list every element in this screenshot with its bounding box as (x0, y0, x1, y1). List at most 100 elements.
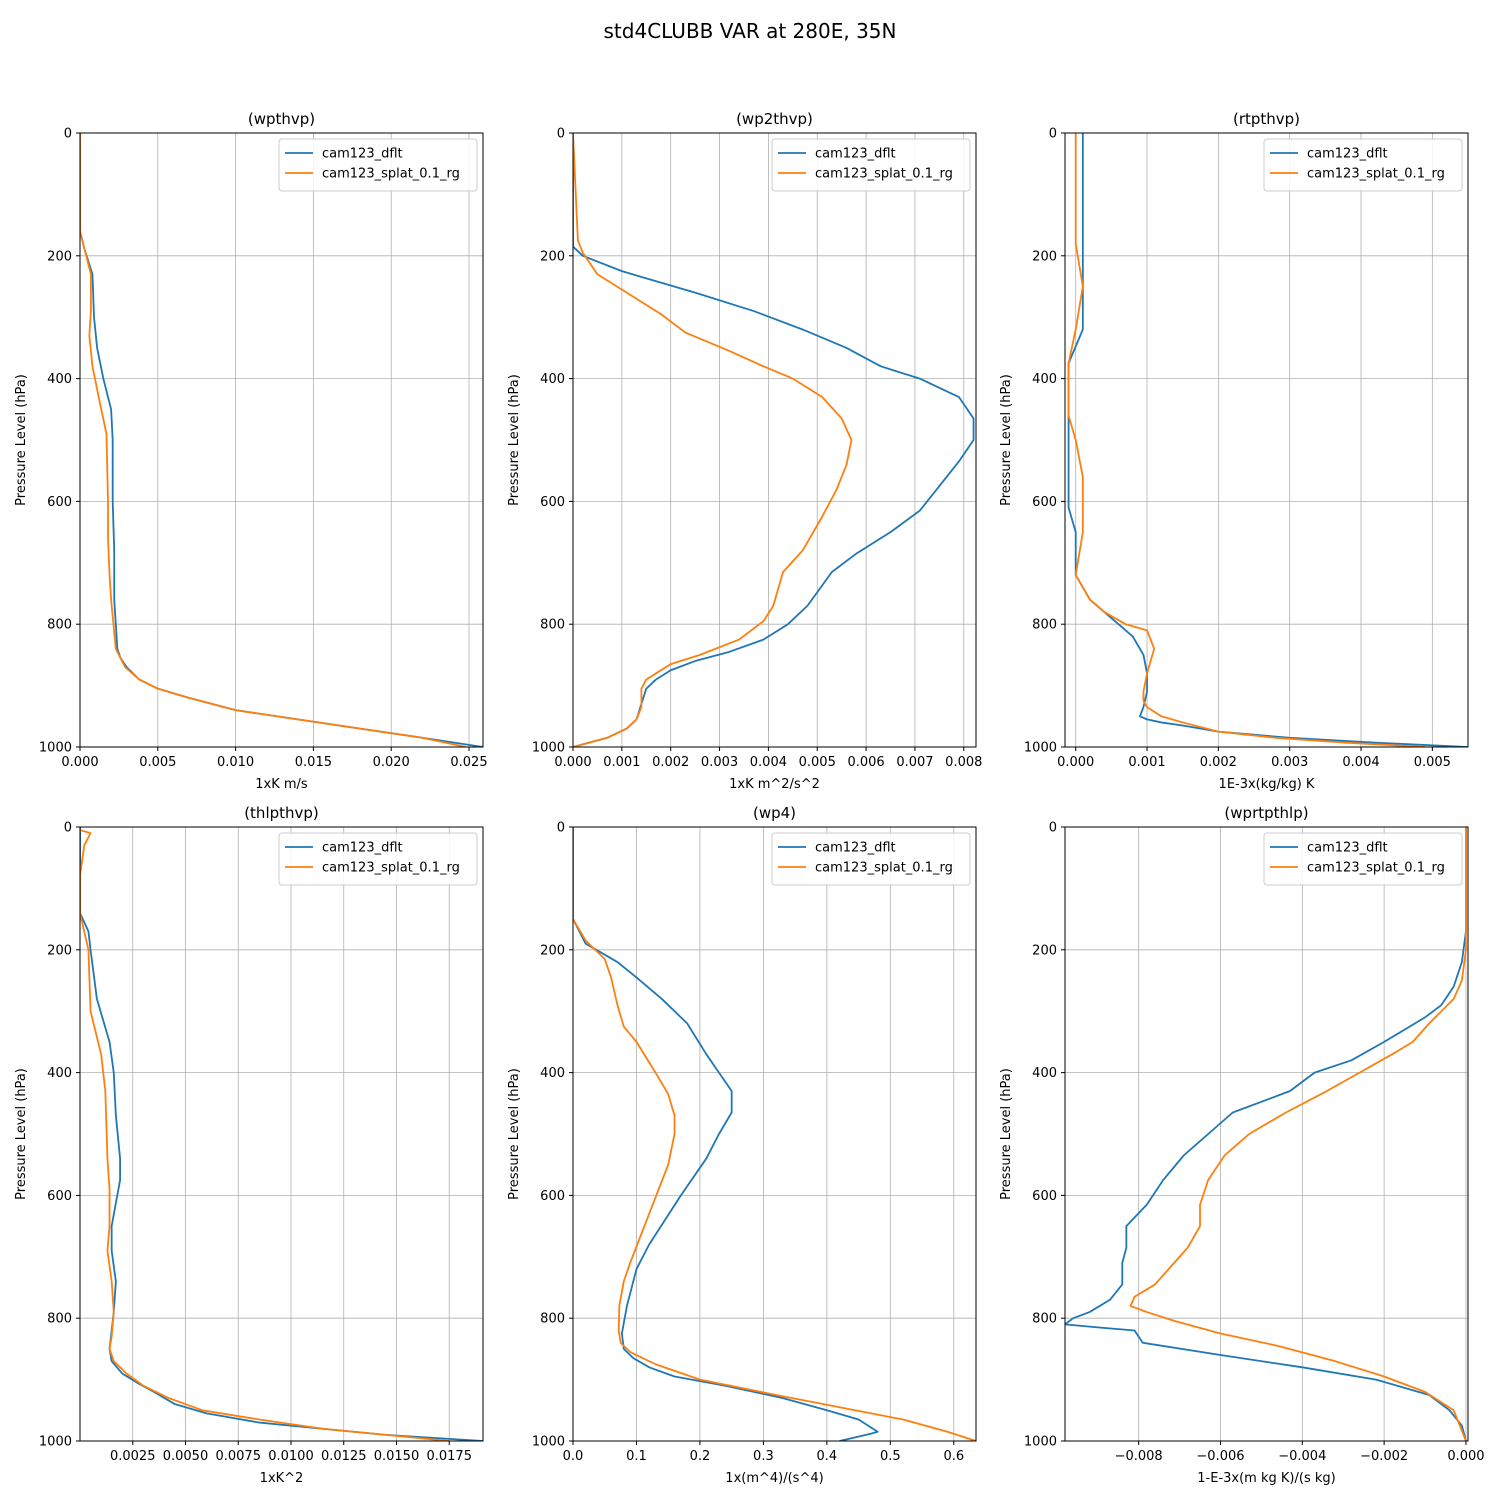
x-tick-label: 0.5 (880, 1449, 901, 1464)
series-line-splat (1067, 133, 1426, 747)
y-tick-label: 800 (47, 1312, 72, 1327)
series-line-dflt (573, 133, 975, 747)
x-axis-label: 1E-3x(kg/kg) K (1219, 777, 1315, 792)
y-axis-label: Pressure Level (hPa) (999, 374, 1014, 506)
subplot-4: 0.0025 0.0050 0.0075 0.0100 0.0125 0.0150 0.01… (14, 804, 484, 1486)
legend-label-splat: cam123_splat_0.1_rg (322, 861, 460, 876)
subplot-6: −0.008 −0.006 −0.004 −0.002 0.000 0 200 400 600 8… (999, 804, 1485, 1486)
x-tick-label: −0.008 (1115, 1449, 1163, 1464)
y-tick-label: 600 (47, 495, 72, 510)
x-tick-label: 0.000 (61, 755, 98, 770)
legend: cam123_dflt cam123_splat_0.1_rg (1263, 832, 1463, 886)
y-tick-label: 1000 (39, 741, 72, 756)
x-tick-label: 0.002 (652, 755, 689, 770)
subplot-title: (thlpthvp) (244, 804, 319, 822)
x-tick-label: 0.020 (373, 755, 410, 770)
x-tick-label: 0.0150 (374, 1449, 420, 1464)
legend-label-splat: cam123_splat_0.1_rg (815, 167, 953, 182)
y-tick-label: 0 (1049, 127, 1057, 142)
series-line-dflt (80, 827, 483, 1441)
legend: cam123_dflt cam123_splat_0.1_rg (771, 832, 971, 886)
x-tick-label: 0.0175 (426, 1449, 472, 1464)
legend-label-splat: cam123_splat_0.1_rg (322, 167, 460, 182)
x-tick-label: 0.004 (1342, 755, 1379, 770)
y-tick-label: 0 (64, 821, 72, 836)
subplot-title: (wprtpthlp) (1224, 804, 1308, 822)
x-tick-label: 0.005 (1414, 755, 1451, 770)
legend-label-dflt: cam123_dflt (322, 147, 403, 162)
x-tick-label: 0.0 (563, 1449, 584, 1464)
x-axis-label: 1x(m^4)/(s^4) (725, 1471, 823, 1486)
x-tick-label: −0.006 (1196, 1449, 1244, 1464)
x-tick-label: 0.0125 (321, 1449, 367, 1464)
y-tick-label: 200 (1032, 943, 1057, 958)
legend-box (771, 832, 971, 886)
subplot-1: 0.000 0.005 0.010 0.015 0.020 0.025 0 200 400 600… (14, 110, 488, 792)
subplot-3: 0.000 0.001 0.002 0.003 0.004 0.005 0 200 400 600… (999, 110, 1469, 792)
legend-label-dflt: cam123_dflt (1307, 147, 1388, 162)
subplot-title: (wp2thvp) (736, 110, 813, 128)
y-tick-label: 600 (47, 1189, 72, 1204)
x-axis-label: 1xK^2 (260, 1471, 304, 1486)
axes-frame (79, 132, 484, 748)
y-tick-label: 400 (540, 1066, 565, 1081)
axes-frame (1064, 132, 1469, 748)
series-line-splat (80, 133, 467, 747)
x-axis-label: 1xK m^2/s^2 (729, 777, 820, 792)
legend-box (278, 832, 478, 886)
y-tick-label: 600 (540, 1189, 565, 1204)
y-tick-label: 200 (540, 249, 565, 264)
legend-box (1263, 832, 1463, 886)
x-tick-label: 0.0025 (110, 1449, 156, 1464)
axes-frame (572, 132, 977, 748)
x-tick-label: 0.000 (554, 755, 591, 770)
axes-frame (1064, 826, 1469, 1442)
y-tick-label: 400 (1032, 372, 1057, 387)
legend: cam123_dflt cam123_splat_0.1_rg (278, 138, 478, 192)
y-axis-label: Pressure Level (hPa) (999, 1068, 1014, 1200)
x-tick-label: 0.000 (1057, 755, 1094, 770)
legend-label-dflt: cam123_dflt (322, 841, 403, 856)
x-tick-label: 0.006 (847, 755, 884, 770)
y-tick-label: 400 (540, 372, 565, 387)
legend: cam123_dflt cam123_splat_0.1_rg (771, 138, 971, 192)
x-tick-label: 0.003 (701, 755, 738, 770)
x-tick-label: 0.005 (799, 755, 836, 770)
x-tick-label: 0.6 (943, 1449, 964, 1464)
legend-label-dflt: cam123_dflt (815, 147, 896, 162)
legend-box (1263, 138, 1463, 192)
x-tick-label: 0.1 (626, 1449, 647, 1464)
y-axis-label: Pressure Level (hPa) (14, 1068, 29, 1200)
legend: cam123_dflt cam123_splat_0.1_rg (1263, 138, 1463, 192)
x-tick-label: −0.002 (1360, 1449, 1408, 1464)
x-tick-label: 0.002 (1200, 755, 1237, 770)
x-tick-label: 0.2 (690, 1449, 711, 1464)
series-line-dflt (573, 827, 879, 1441)
y-tick-label: 600 (540, 495, 565, 510)
x-tick-label: 0.0100 (268, 1449, 314, 1464)
y-tick-label: 1000 (532, 1435, 565, 1450)
axes-frame (79, 826, 484, 1442)
subplot-title: (wp4) (753, 804, 796, 822)
y-tick-label: 800 (540, 618, 565, 633)
x-tick-label: 0.3 (753, 1449, 774, 1464)
y-axis-label: Pressure Level (hPa) (507, 374, 522, 506)
y-tick-label: 0 (1049, 821, 1057, 836)
axes-frame (572, 826, 977, 1442)
legend-label-splat: cam123_splat_0.1_rg (815, 861, 953, 876)
legend-label-splat: cam123_splat_0.1_rg (1307, 167, 1445, 182)
series-line-splat (80, 829, 450, 1441)
x-tick-label: 0.001 (603, 755, 640, 770)
x-tick-label: 0.0050 (163, 1449, 209, 1464)
y-tick-label: 200 (540, 943, 565, 958)
subplot-title: (wpthvp) (248, 110, 315, 128)
y-tick-label: 400 (47, 1066, 72, 1081)
x-tick-label: 0.000 (1447, 1449, 1484, 1464)
subplot-5: 0.0 0.1 0.2 0.3 0.4 0.5 0.6 0 200 400 600 800 1000 (w… (507, 804, 977, 1486)
y-tick-label: 1000 (532, 741, 565, 756)
subplot-2: 0.000 0.001 0.002 0.003 0.004 0.005 0.006 0.007… (507, 110, 982, 792)
legend-box (278, 138, 478, 192)
y-axis-label: Pressure Level (hPa) (14, 374, 29, 506)
y-tick-label: 600 (1032, 495, 1057, 510)
y-tick-label: 1000 (1024, 1435, 1057, 1450)
